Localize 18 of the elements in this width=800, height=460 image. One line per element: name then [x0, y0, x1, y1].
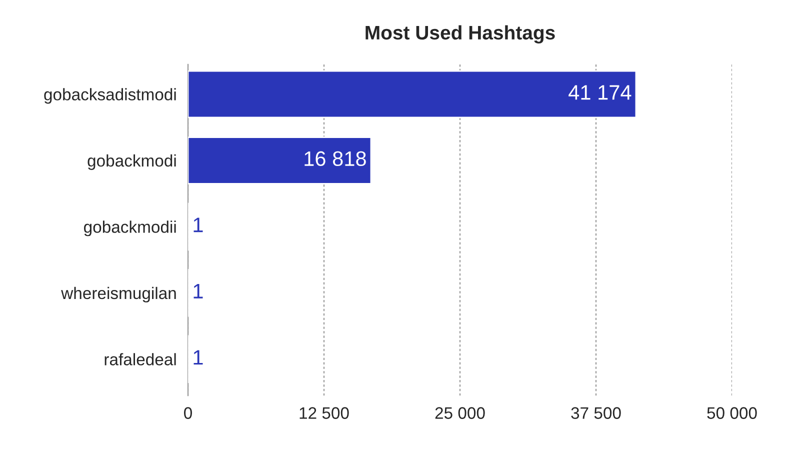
data-label: 1	[194, 284, 203, 298]
bar	[188, 136, 372, 184]
y-tick-label: gobacksadistmodi	[44, 88, 176, 104]
data-label: 1	[194, 218, 203, 232]
data-label: 1	[194, 350, 203, 365]
x-tick-label: 50 000	[707, 407, 757, 419]
x-tick-label: 37 500	[571, 407, 621, 419]
y-tick-label: gobackmodi	[88, 154, 176, 170]
x-tick-label: 0	[184, 407, 192, 419]
chart-title: Most Used Hashtags	[366, 25, 555, 44]
x-tick-label: 25 000	[435, 407, 485, 419]
x-tick-label: 12 500	[300, 407, 349, 419]
data-label: 16 818	[304, 151, 366, 166]
data-label: 41 174	[568, 85, 632, 100]
bar	[188, 70, 637, 118]
y-tick-label: gobackmodii	[84, 220, 176, 236]
y-tick-label: whereismugilan	[61, 286, 176, 302]
y-tick-label: rafaledeal	[104, 353, 176, 366]
